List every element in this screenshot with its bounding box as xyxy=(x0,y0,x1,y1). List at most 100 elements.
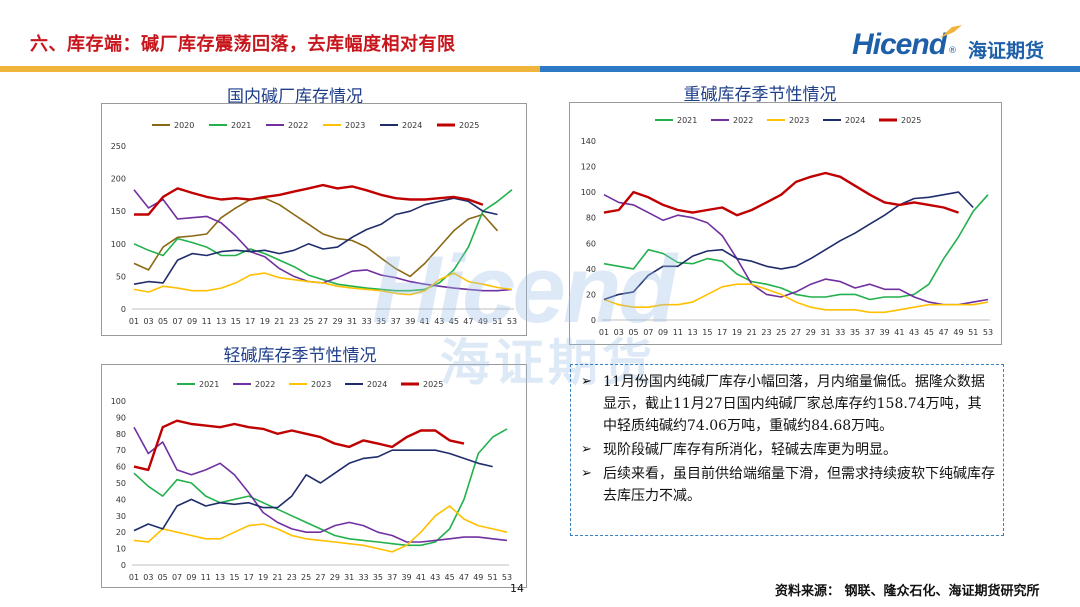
legend-label-2022: 2022 xyxy=(288,121,308,130)
x-tick-label: 01 xyxy=(129,317,139,326)
y-tick-label: 140 xyxy=(581,137,596,146)
x-tick-label: 19 xyxy=(258,573,268,582)
x-tick-label: 11 xyxy=(202,317,212,326)
x-tick-label: 27 xyxy=(315,573,325,582)
legend-label-2024: 2024 xyxy=(845,116,865,125)
x-tick-label: 31 xyxy=(820,328,830,337)
x-tick-label: 53 xyxy=(983,328,993,337)
logo-text-en: Hicend xyxy=(852,28,947,61)
x-tick-label: 53 xyxy=(507,317,517,326)
x-tick-label: 39 xyxy=(405,317,415,326)
logo-text-cn: 海证期货 xyxy=(968,40,1045,62)
y-tick-label: 50 xyxy=(116,479,126,488)
x-tick-label: 03 xyxy=(143,573,153,582)
legend-label-2025: 2025 xyxy=(459,121,479,130)
series-line-2023 xyxy=(133,505,508,553)
y-tick-label: 150 xyxy=(111,207,126,216)
y-tick-label: 0 xyxy=(121,305,126,314)
x-tick-label: 47 xyxy=(459,573,469,582)
series-line-2020 xyxy=(133,197,499,278)
x-tick-label: 39 xyxy=(401,573,411,582)
x-tick-label: 11 xyxy=(201,573,211,582)
x-tick-label: 21 xyxy=(747,328,757,337)
x-tick-label: 05 xyxy=(158,317,168,326)
x-tick-label: 25 xyxy=(303,317,313,326)
note-item: ➢ 现阶段碱厂库存有所消化，轻碱去库更为明显。 xyxy=(581,439,995,461)
chart2-title: 重碱库存季节性情况 xyxy=(683,85,837,105)
data-source: 资料来源： 钢联、隆众石化、海证期货研究所 xyxy=(775,584,1040,599)
x-tick-label: 51 xyxy=(492,317,502,326)
y-tick-label: 200 xyxy=(111,175,126,184)
x-tick-label: 11 xyxy=(673,328,683,337)
x-tick-label: 51 xyxy=(968,328,978,337)
chart1-svg: 0 50 100 150 200 250 01 03 05 07 09 11 13 15 17 19 21 23 2… xyxy=(111,121,517,326)
x-tick-label: 19 xyxy=(732,328,742,337)
x-tick-label: 45 xyxy=(445,573,455,582)
x-tick-label: 41 xyxy=(416,573,426,582)
x-tick-label: 23 xyxy=(761,328,771,337)
y-tick-label: 50 xyxy=(116,272,126,281)
x-tick-label: 01 xyxy=(599,328,609,337)
x-tick-label: 13 xyxy=(688,328,698,337)
legend-label-2023: 2023 xyxy=(311,380,331,389)
x-tick-label: 33 xyxy=(835,328,845,337)
y-tick-label: 20 xyxy=(116,528,126,537)
x-tick-label: 45 xyxy=(924,328,934,337)
x-tick-label: 29 xyxy=(332,317,342,326)
y-tick-label: 80 xyxy=(586,214,596,223)
x-tick-label: 43 xyxy=(434,317,444,326)
header-divider-bar xyxy=(0,66,1080,72)
x-tick-label: 09 xyxy=(658,328,668,337)
series-line-2021 xyxy=(603,194,989,301)
series-line-2022 xyxy=(133,426,508,543)
x-tick-label: 23 xyxy=(289,317,299,326)
x-tick-label: 37 xyxy=(387,573,397,582)
series-line-2021 xyxy=(133,189,513,292)
x-tick-label: 07 xyxy=(173,317,183,326)
y-tick-label: 40 xyxy=(116,495,126,504)
legend-label-2025: 2025 xyxy=(901,116,921,125)
chart2-frame: 0 20 40 60 80 100 120 140 01 03 05 07 09 11 13 15 17 19 21… xyxy=(569,102,1002,345)
series-line-2025 xyxy=(603,171,959,217)
series-line-2025 xyxy=(133,419,465,472)
header-bar-segment-blue xyxy=(540,66,1080,72)
x-tick-label: 35 xyxy=(850,328,860,337)
bullet-arrow-icon: ➢ xyxy=(581,442,592,457)
x-tick-label: 29 xyxy=(330,573,340,582)
y-tick-label: 250 xyxy=(111,142,126,151)
x-tick-label: 41 xyxy=(420,317,430,326)
chart3-svg: 0 10 20 30 40 50 60 70 80 90 100 01 03 05 07 09 11 13 15 17… xyxy=(111,380,512,582)
chart3-title: 轻碱库存季节性情况 xyxy=(223,346,377,366)
y-tick-label: 0 xyxy=(591,316,596,325)
notes-box: ➢ 11月份国内纯碱厂库存小幅回落，月内缩量偏低。据隆众数据显示，截止11月27日… xyxy=(570,364,1004,536)
y-tick-label: 20 xyxy=(586,290,596,299)
x-tick-label: 23 xyxy=(287,573,297,582)
y-tick-label: 70 xyxy=(116,446,126,455)
legend-label-2023: 2023 xyxy=(345,121,365,130)
y-tick-label: 60 xyxy=(116,463,126,472)
x-tick-label: 07 xyxy=(172,573,182,582)
page-number: 14 xyxy=(510,582,524,595)
chart2-svg: 0 20 40 60 80 100 120 140 01 03 05 07 09 11 13 15 17 19 21… xyxy=(581,116,993,337)
y-tick-label: 100 xyxy=(581,188,596,197)
x-tick-label: 37 xyxy=(391,317,401,326)
x-tick-label: 31 xyxy=(344,573,354,582)
note-text: 现阶段碱厂库存有所消化，轻碱去库更为明显。 xyxy=(603,442,897,458)
series-line-2022 xyxy=(133,189,513,292)
x-tick-label: 05 xyxy=(158,573,168,582)
x-tick-label: 47 xyxy=(463,317,473,326)
logo: Hicend ® 海证期货 xyxy=(852,24,1052,66)
x-tick-label: 35 xyxy=(373,573,383,582)
x-tick-label: 13 xyxy=(215,573,225,582)
legend-label-2022: 2022 xyxy=(733,116,753,125)
legend-label-2022: 2022 xyxy=(255,380,275,389)
x-tick-label: 03 xyxy=(614,328,624,337)
x-tick-label: 33 xyxy=(362,317,372,326)
x-tick-label: 19 xyxy=(260,317,270,326)
header-bar-segment-gold xyxy=(0,66,540,72)
x-tick-label: 15 xyxy=(231,317,241,326)
x-tick-label: 35 xyxy=(376,317,386,326)
legend-label-2024: 2024 xyxy=(367,380,387,389)
logo-registered-mark: ® xyxy=(948,46,957,56)
x-tick-label: 43 xyxy=(909,328,919,337)
